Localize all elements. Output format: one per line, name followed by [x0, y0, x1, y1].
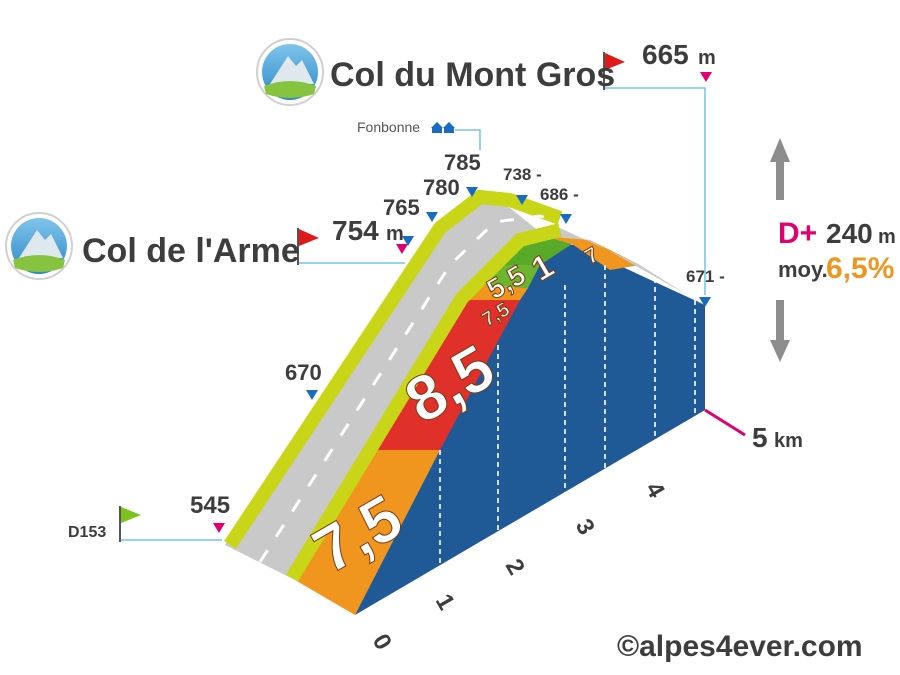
summit-leader-line: [603, 87, 706, 295]
mountain-logo-icon: [256, 38, 324, 106]
gain-unit: m: [878, 226, 896, 248]
altitude-marker-label: 785: [444, 150, 481, 175]
gain-prefix: D+: [778, 217, 817, 250]
altitude-marker-icon: [426, 212, 438, 222]
altitude-marker-icon: [306, 390, 318, 400]
road-centre-line: [258, 214, 691, 563]
altitude-marker-label: 780: [423, 175, 460, 200]
average-label: moy.: [778, 257, 828, 282]
gradient-face-8-5: [375, 300, 520, 450]
summit-name: Col du Mont Gros: [330, 56, 615, 94]
altitude-marker-label: 765: [383, 195, 420, 220]
distance-unit: km: [774, 430, 803, 452]
altitude-marker-icon: [516, 195, 528, 205]
road-shoulder-right: [286, 223, 562, 582]
fonbonne-leader-line: [455, 129, 481, 150]
start-altitude: 545: [190, 492, 230, 519]
km-tick-label: 1: [430, 590, 460, 615]
km-tick-label: 3: [570, 515, 600, 540]
km-tick-label: 4: [640, 478, 670, 504]
mountain-logo-icon-2: [5, 212, 73, 280]
gradient-face-7-top: [545, 236, 640, 270]
distance-value: 5: [752, 422, 768, 453]
altitude-marker-label: 686 -: [540, 185, 579, 204]
altitude-marker-icon: [560, 214, 572, 224]
col-arme-name: Col de l'Arme: [82, 232, 300, 270]
altitude-marker-icon: [699, 297, 711, 307]
gradient-face-7-5-low: [295, 450, 440, 615]
elevation-arrow: [770, 138, 790, 362]
summit-flag-icon: [603, 52, 625, 90]
altitude-marker-label: 670: [285, 360, 322, 385]
copyright: ©alpes4ever.com: [617, 630, 863, 663]
km-dividers: [439, 265, 696, 575]
gain-value: 240: [826, 218, 873, 249]
altitude-marker-label: 671 -: [686, 267, 725, 286]
col-flag-icon: [297, 228, 319, 265]
summit-altitude: 665: [642, 39, 689, 70]
altitude-marker-icon: [466, 187, 478, 197]
altitude-marker-icon: [402, 236, 414, 246]
profile-side-wall: [355, 243, 705, 615]
average-value: 6,5%: [826, 252, 894, 285]
km-tick-label: 0: [367, 630, 397, 655]
summit-marker-icon: [700, 72, 712, 82]
house-icon: [431, 122, 455, 133]
distance-leader: [704, 408, 746, 437]
start-marker-icon: [213, 523, 225, 533]
col-arme-unit: m: [386, 223, 404, 245]
road-shoulder-left: [224, 189, 563, 549]
col-arme-marker-icon: [396, 244, 408, 254]
start-flag-icon: [119, 506, 141, 542]
col-arme-altitude: 754: [332, 215, 379, 246]
km-tick-label: 2: [500, 555, 530, 580]
summit-altitude-unit: m: [698, 47, 716, 69]
place-name: Fonbonne: [357, 119, 420, 135]
start-road: D153: [68, 524, 106, 541]
altitude-marker-label: 738 -: [503, 165, 542, 184]
